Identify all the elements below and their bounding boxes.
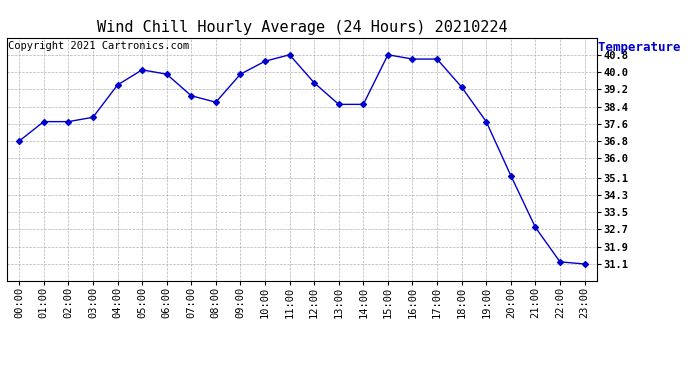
Text: Copyright 2021 Cartronics.com: Copyright 2021 Cartronics.com xyxy=(8,41,189,51)
Title: Wind Chill Hourly Average (24 Hours) 20210224: Wind Chill Hourly Average (24 Hours) 202… xyxy=(97,20,507,35)
Text: Temperature (°F): Temperature (°F) xyxy=(598,41,690,54)
